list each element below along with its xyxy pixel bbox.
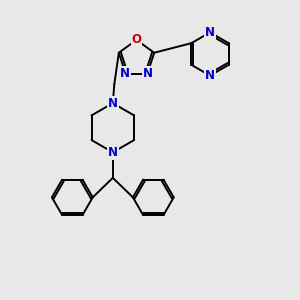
Text: N: N [108, 97, 118, 110]
Text: N: N [120, 67, 130, 80]
Text: N: N [143, 67, 153, 80]
Text: O: O [131, 33, 142, 46]
Text: N: N [205, 69, 215, 82]
Text: N: N [205, 26, 215, 39]
Text: N: N [108, 146, 118, 159]
